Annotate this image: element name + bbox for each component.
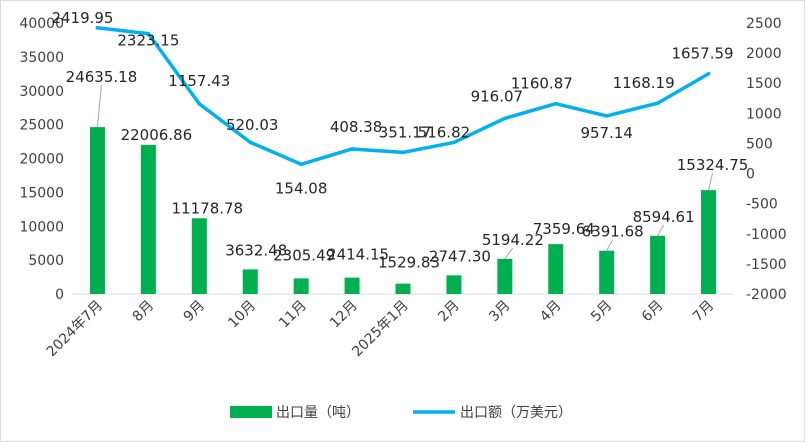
- bar-data-label: 2305.49: [273, 246, 335, 264]
- line-data-label: 957.14: [580, 124, 633, 142]
- line-point-export-value: [553, 101, 558, 106]
- line-point-export-value: [197, 102, 202, 106]
- bar-export-volume: [395, 283, 411, 294]
- line-data-label: 154.08: [275, 179, 328, 197]
- bar-data-label: 5194.22: [482, 231, 544, 249]
- x-axis-category-label: 2月: [435, 298, 463, 326]
- line-point-export-value: [452, 140, 456, 145]
- line-data-label: 2419.95: [51, 9, 113, 27]
- right-axis-tick-label: 2000: [746, 46, 782, 62]
- left-axis-tick-label: 5000: [28, 253, 64, 269]
- bar-export-volume: [293, 278, 309, 294]
- labels-layer: 24635.1822006.8611178.783632.482305.4924…: [51, 9, 748, 272]
- line-point-export-value: [299, 162, 303, 167]
- left-axis-tick-label: 10000: [19, 219, 64, 235]
- x-axis-category-label: 6月: [639, 298, 667, 326]
- bar-export-volume: [344, 277, 360, 294]
- bar-label-leader: [504, 247, 514, 260]
- line-point-export-value: [706, 71, 711, 76]
- bar-export-volume: [701, 190, 717, 294]
- left-axis-tick-label: 30000: [19, 84, 64, 100]
- bar-data-label: 8594.61: [633, 208, 695, 226]
- left-axis-tick-label: 35000: [19, 50, 64, 66]
- left-axis-tick-label: 20000: [19, 152, 64, 168]
- right-axis-tick-label: 500: [746, 136, 773, 152]
- bar-data-label: 6391.68: [582, 223, 644, 241]
- line-data-label: 1157.43: [168, 72, 230, 90]
- line-data-label: 916.07: [471, 87, 524, 105]
- legend: 出口量（吨） 出口额（万美元）: [230, 405, 572, 421]
- bar-data-label: 2747.30: [429, 247, 491, 265]
- legend-bar-label: 出口量（吨）: [276, 405, 360, 421]
- left-axis-tick-label: 25000: [19, 118, 64, 134]
- line-data-label: 516.82: [418, 123, 471, 141]
- right-axis-tick-label: 2500: [746, 16, 782, 32]
- x-axis-category-label: 8月: [130, 298, 158, 326]
- line-point-export-value: [503, 116, 507, 121]
- bar-data-label: 11178.78: [172, 199, 244, 217]
- bar-data-label: 24635.18: [66, 68, 138, 86]
- line-point-export-value: [95, 26, 100, 30]
- bar-export-volume: [140, 144, 156, 294]
- bar-label-leader: [606, 239, 614, 251]
- x-axis-category-label: 4月: [537, 298, 565, 326]
- right-axis-tick-label: -1500: [746, 257, 787, 273]
- bar-data-label: 7359.64: [533, 220, 595, 238]
- line-data-label: 2323.15: [117, 32, 179, 50]
- bar-label-leader: [96, 85, 102, 128]
- line-point-export-value: [604, 114, 609, 118]
- legend-bar-swatch: [230, 406, 272, 418]
- left-axis-tick-label: 15000: [19, 185, 64, 201]
- bars-layer: [89, 127, 717, 295]
- x-axis-category-label: 2024年7月: [44, 298, 107, 361]
- x-axis-category-label: 11月: [276, 298, 310, 332]
- bar-data-label: 2414.15: [327, 246, 389, 264]
- right-axis-tick-label: 0: [746, 167, 755, 183]
- line-point-export-value: [146, 31, 151, 36]
- x-axis-category-label: 12月: [327, 298, 361, 332]
- x-axis-category-label: 9月: [181, 298, 209, 326]
- line-data-label: 351.17: [379, 123, 432, 141]
- line-point-export-value: [401, 150, 405, 155]
- bar-label-leader: [708, 173, 714, 191]
- bar-export-volume: [548, 244, 564, 294]
- line-data-label: 520.03: [226, 116, 279, 134]
- bar-export-volume: [650, 235, 666, 294]
- right-axis-tick-label: -2000: [746, 287, 787, 303]
- line-data-label: 1168.19: [613, 74, 675, 92]
- x-axis-category-label: 3月: [486, 298, 514, 326]
- bar-data-label: 15324.75: [677, 156, 749, 174]
- line-point-export-value: [248, 140, 253, 145]
- legend-line-label: 出口额（万美元）: [460, 405, 572, 421]
- bar-data-label: 3632.48: [225, 241, 287, 259]
- bar-data-label: 1529.83: [378, 254, 440, 272]
- line-data-label: 408.38: [330, 118, 383, 136]
- right-axis-tick-label: -1000: [746, 227, 787, 243]
- line-point-export-value: [655, 101, 660, 106]
- bar-data-label: 22006.86: [121, 126, 193, 144]
- line-layer: [95, 26, 711, 167]
- left-axis-tick-label: 40000: [19, 16, 64, 32]
- bar-export-volume: [242, 269, 258, 294]
- line-data-label: 1160.87: [511, 75, 573, 93]
- right-axis-tick-label: 1000: [746, 106, 782, 122]
- x-axis-category-label: 7月: [690, 298, 718, 326]
- leader-layer: [96, 85, 714, 260]
- bar-export-volume: [497, 258, 513, 294]
- bar-export-volume: [89, 127, 105, 295]
- right-axis-tick-label: 1500: [746, 76, 782, 92]
- right-axis-tick-label: -500: [746, 197, 778, 213]
- bar-export-volume: [599, 250, 615, 294]
- x-axis-category-label: 5月: [588, 298, 616, 326]
- bar-export-volume: [446, 275, 462, 294]
- line-point-export-value: [350, 147, 354, 151]
- line-data-label: 1657.59: [672, 45, 734, 63]
- left-axis-tick-label: 0: [55, 287, 64, 303]
- bar-label-leader: [657, 224, 665, 237]
- x-axis-category-label: 10月: [225, 298, 259, 332]
- bar-export-volume: [191, 218, 207, 294]
